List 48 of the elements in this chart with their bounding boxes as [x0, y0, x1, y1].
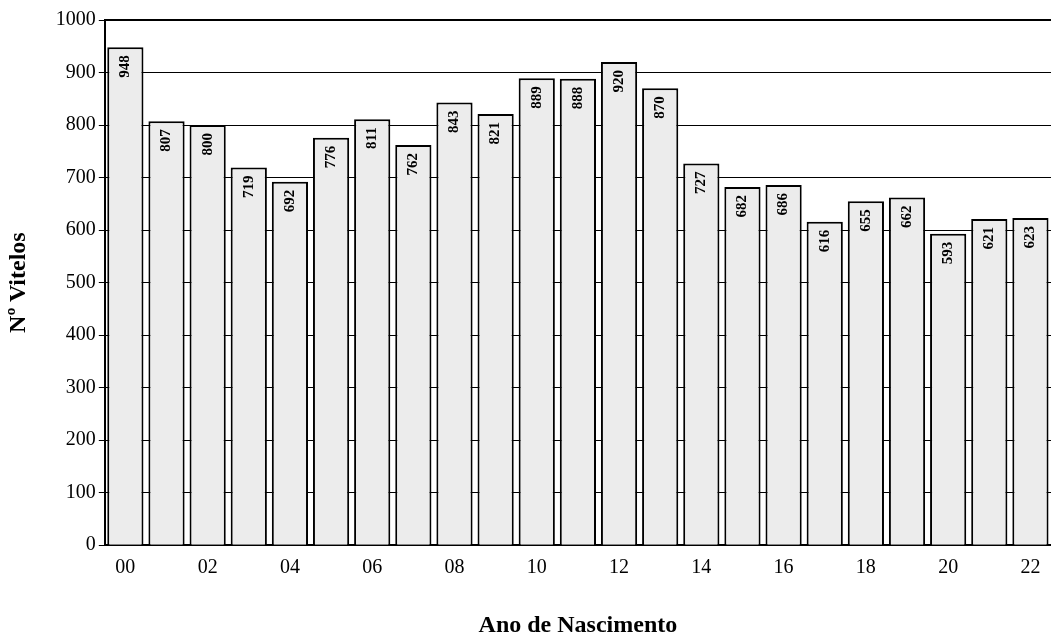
data-label: 692: [280, 189, 297, 213]
data-label: 593: [939, 241, 956, 265]
y-tick-label: 100: [65, 479, 96, 502]
y-tick-label: 500: [65, 269, 96, 292]
data-label: 888: [568, 86, 585, 110]
y-tick-label: 0: [85, 532, 96, 555]
x-tick-label: 12: [609, 555, 630, 578]
data-label: 623: [1021, 226, 1038, 249]
data-label: 727: [692, 170, 709, 194]
y-axis-title: Nº Vitelos: [3, 232, 30, 333]
data-label: 811: [363, 127, 380, 149]
y-tick-label: 700: [65, 164, 96, 187]
x-tick-label: 04: [279, 555, 300, 578]
data-label: 686: [774, 192, 791, 216]
y-tick-label: 300: [65, 374, 96, 397]
data-label: 762: [404, 153, 421, 176]
data-label: 800: [198, 133, 215, 156]
x-tick-label: 16: [773, 555, 794, 578]
data-label: 655: [856, 209, 873, 232]
y-tick-label: 1000: [55, 7, 96, 30]
y-tick-label: 200: [65, 427, 96, 450]
x-tick-label: 20: [938, 555, 959, 578]
x-tick-label: 10: [526, 555, 547, 578]
data-label: 948: [116, 55, 133, 78]
data-label: 719: [239, 175, 256, 199]
data-label: 870: [651, 96, 668, 119]
data-label: 821: [486, 122, 503, 145]
data-label: 616: [815, 229, 832, 253]
data-label: 621: [980, 227, 997, 250]
data-label: 682: [733, 195, 750, 218]
data-label: 889: [527, 86, 544, 109]
y-tick-label: 600: [65, 217, 96, 240]
x-tick-label: 18: [855, 555, 876, 578]
data-label: 843: [445, 110, 462, 133]
y-tick-label: 900: [65, 59, 96, 82]
data-label: 662: [897, 205, 914, 229]
data-label: 807: [157, 128, 174, 152]
x-tick-label: 22: [1020, 555, 1041, 578]
x-tick-label: 06: [362, 555, 383, 578]
x-tick-label: 08: [444, 555, 465, 578]
data-label: 776: [321, 145, 338, 169]
x-axis-title: Ano de Nascimento: [478, 610, 678, 637]
y-tick-label: 800: [65, 112, 96, 135]
x-tick-label: 14: [691, 555, 712, 578]
x-tick-label: 02: [197, 555, 218, 578]
data-label: 920: [609, 70, 626, 93]
y-tick-label: 400: [65, 322, 96, 345]
x-tick-label: 00: [115, 555, 136, 578]
